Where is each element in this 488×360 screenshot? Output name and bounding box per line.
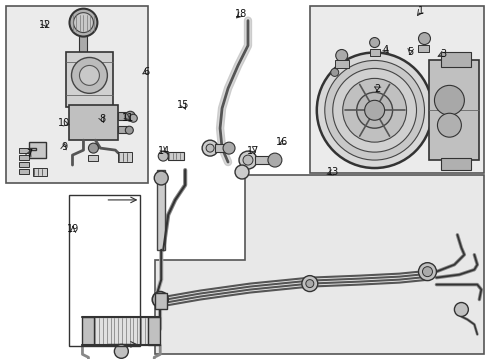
Circle shape bbox=[369, 37, 379, 48]
Circle shape bbox=[235, 165, 248, 179]
Bar bbox=[309, 6, 483, 173]
Bar bbox=[65, 53, 113, 107]
Text: 7: 7 bbox=[26, 149, 32, 159]
Text: 8: 8 bbox=[99, 114, 105, 124]
Circle shape bbox=[223, 142, 235, 154]
Bar bbox=[168, 152, 184, 160]
Bar bbox=[88, 155, 98, 161]
Circle shape bbox=[433, 85, 464, 115]
Circle shape bbox=[125, 111, 135, 121]
Circle shape bbox=[69, 9, 97, 37]
Bar bbox=[417, 45, 428, 53]
Circle shape bbox=[301, 276, 317, 292]
Bar bbox=[441, 158, 470, 170]
Bar bbox=[254, 156, 272, 164]
Bar bbox=[157, 170, 165, 250]
Bar bbox=[428, 60, 478, 160]
Text: 10: 10 bbox=[58, 118, 70, 128]
Circle shape bbox=[418, 32, 429, 45]
Circle shape bbox=[129, 114, 137, 122]
Circle shape bbox=[356, 92, 392, 128]
Circle shape bbox=[239, 151, 256, 169]
Text: 3: 3 bbox=[440, 49, 446, 59]
Bar bbox=[148, 318, 160, 345]
Circle shape bbox=[330, 68, 338, 76]
Bar bbox=[19, 169, 29, 174]
Bar bbox=[118, 152, 132, 162]
Circle shape bbox=[453, 302, 468, 316]
Circle shape bbox=[158, 151, 168, 161]
Polygon shape bbox=[29, 142, 45, 158]
Bar bbox=[334, 60, 348, 68]
Text: 18: 18 bbox=[234, 9, 246, 19]
Circle shape bbox=[364, 100, 384, 120]
Text: 15: 15 bbox=[177, 100, 189, 111]
Circle shape bbox=[267, 153, 281, 167]
Bar bbox=[82, 318, 94, 345]
Circle shape bbox=[342, 78, 406, 142]
Circle shape bbox=[316, 53, 431, 168]
Circle shape bbox=[71, 58, 107, 93]
Text: 6: 6 bbox=[142, 67, 149, 77]
Circle shape bbox=[88, 143, 98, 153]
Bar bbox=[19, 162, 29, 167]
Circle shape bbox=[114, 345, 128, 358]
Polygon shape bbox=[155, 175, 483, 354]
Text: 13: 13 bbox=[326, 167, 339, 177]
Circle shape bbox=[73, 13, 93, 32]
Bar bbox=[6, 6, 148, 183]
Text: 11: 11 bbox=[122, 113, 134, 123]
Text: 17: 17 bbox=[246, 145, 259, 156]
Bar bbox=[369, 49, 379, 57]
Bar bbox=[19, 148, 29, 153]
Text: 2: 2 bbox=[374, 84, 380, 94]
Text: 5: 5 bbox=[407, 46, 412, 57]
Circle shape bbox=[80, 66, 99, 85]
Bar bbox=[68, 195, 140, 346]
Bar bbox=[118, 112, 130, 120]
Circle shape bbox=[154, 171, 168, 185]
Text: 4: 4 bbox=[382, 45, 388, 55]
Circle shape bbox=[152, 292, 168, 307]
Bar bbox=[33, 168, 46, 176]
Circle shape bbox=[332, 68, 416, 152]
Bar bbox=[19, 155, 29, 160]
Circle shape bbox=[243, 155, 252, 165]
Circle shape bbox=[422, 267, 431, 276]
Text: 9: 9 bbox=[61, 142, 67, 152]
Bar bbox=[118, 126, 128, 133]
Circle shape bbox=[324, 60, 424, 160]
Circle shape bbox=[202, 140, 218, 156]
Bar bbox=[94, 318, 148, 345]
Circle shape bbox=[205, 144, 214, 152]
Circle shape bbox=[418, 263, 436, 280]
Bar bbox=[441, 53, 470, 67]
Bar bbox=[80, 36, 87, 54]
Text: 14: 14 bbox=[158, 145, 170, 156]
Text: 12: 12 bbox=[40, 20, 52, 30]
Circle shape bbox=[305, 280, 313, 288]
Text: 1: 1 bbox=[417, 6, 423, 16]
Bar bbox=[215, 144, 226, 152]
Text: 16: 16 bbox=[276, 138, 288, 147]
Circle shape bbox=[125, 126, 133, 134]
Circle shape bbox=[335, 50, 347, 62]
Bar bbox=[68, 105, 118, 140]
Bar bbox=[155, 293, 167, 309]
Text: 19: 19 bbox=[66, 225, 79, 234]
Circle shape bbox=[437, 113, 461, 137]
